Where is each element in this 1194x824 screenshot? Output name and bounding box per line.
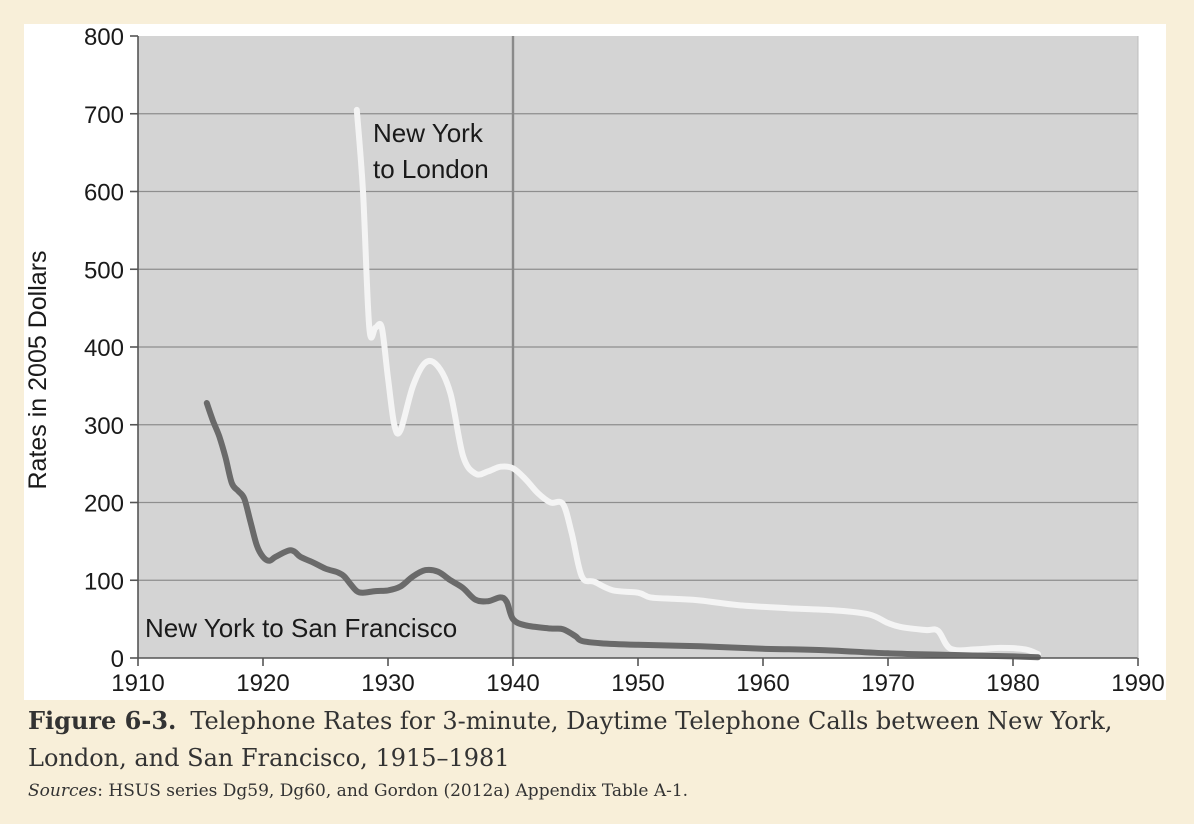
sources-text: : HSUS series Dg59, Dg60, and Gordon (20… [97,781,689,801]
y-tick-label-800: 800 [84,24,124,51]
x-tick-label-1960: 1960 [736,670,789,697]
annotation-london-line-1: New York [373,118,484,148]
caption-text-block: Figure 6-3. Telephone Rates for 3-minute,… [28,702,1178,777]
series-line-new-york-to-london [353,106,1041,658]
x-tick-label-1910: 1910 [111,670,164,697]
sources-line: Sources: HSUS series Dg59, Dg60, and Gor… [28,781,1178,801]
x-tick-label-1920: 1920 [236,670,289,697]
y-axis-title: Rates in 2005 Dollars [24,250,52,489]
x-tick-labels: 1910 1920 1930 1940 1950 1960 1970 1980 1990 [111,658,1165,697]
y-tick-label-500: 500 [84,257,124,284]
y-tick-label-700: 700 [84,102,124,129]
y-tick-label-600: 600 [84,180,124,207]
grid-lines [138,113,1138,581]
sources-label: Sources [28,781,98,801]
y-tick-label-400: 400 [84,335,124,362]
y-tick-label-0: 0 [111,646,124,673]
x-tick-label-1980: 1980 [986,670,1039,697]
x-tick-label-1930: 1930 [361,670,414,697]
annotation-london-line-2: to London [373,154,489,184]
x-tick-label-1990: 1990 [1111,670,1164,697]
y-tick-label-300: 300 [84,413,124,440]
y-tick-label-100: 100 [84,568,124,595]
figure-label: Figure 6-3. [28,706,177,735]
series-lines [203,106,1041,661]
y-tick-labels: 0 100 200 300 400 500 600 700 800 [84,24,138,673]
annotation-san-francisco: New York to San Francisco [145,613,457,643]
x-tick-label-1950: 1950 [611,670,664,697]
x-tick-label-1940: 1940 [486,670,539,697]
y-tick-label-200: 200 [84,491,124,518]
chart-panel: 0 100 200 300 400 500 600 700 800 1910 1920 1930 19… [24,24,1166,700]
series-line-new-york-to-san-francisco [203,400,1041,661]
caption-title: Telephone Rates for 3-minute, Daytime Te… [28,707,1113,772]
x-tick-label-1970: 1970 [861,670,914,697]
figure-caption: Figure 6-3. Telephone Rates for 3-minute,… [28,702,1178,801]
